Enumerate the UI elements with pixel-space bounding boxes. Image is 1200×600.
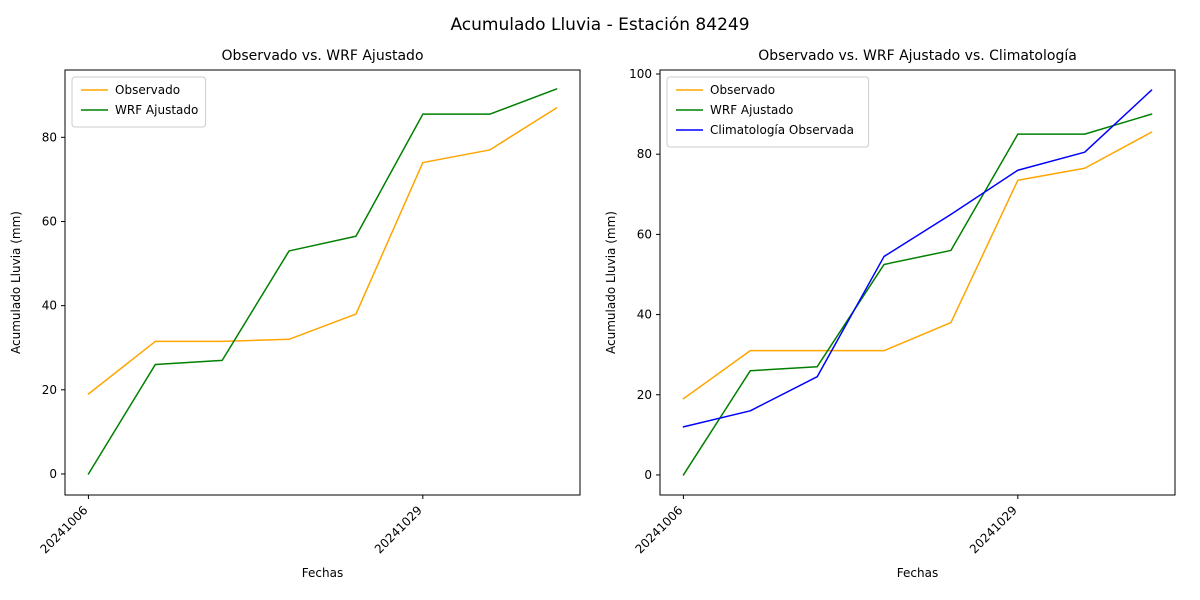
subplot-observado-wrf: 0 20 40 60 80 20241006 20241029 Observado vs. W… <box>9 48 581 580</box>
y-tick-label: 20 <box>637 388 652 402</box>
series-line-observado <box>87 107 558 395</box>
axes-box <box>64 69 581 496</box>
series-line-wrf-ajustado <box>87 88 558 475</box>
legend-label-wrf-ajustado: WRF Ajustado <box>710 103 793 117</box>
y-tick-label: 0 <box>49 467 57 481</box>
y-axis-label: Acumulado Lluvia (mm) <box>604 211 618 354</box>
legend-label-wrf-ajustado: WRF Ajustado <box>115 103 198 117</box>
series-line-climatologia-observada <box>682 89 1153 428</box>
y-tick-label: 40 <box>42 299 57 313</box>
legend-box <box>666 76 870 148</box>
y-axis-label: Acumulado Lluvia (mm) <box>9 211 23 354</box>
series-line-wrf-ajustado <box>682 113 1153 476</box>
y-tick-label: 100 <box>629 67 652 81</box>
x-axis-label: Fechas <box>897 566 938 580</box>
y-tick-label: 0 <box>644 468 652 482</box>
x-tick-label: 20241006 <box>37 503 90 556</box>
legend-label-observado: Observado <box>115 83 180 97</box>
y-tick-label: 20 <box>42 383 57 397</box>
legend-label-observado: Observado <box>710 83 775 97</box>
y-tick-label: 80 <box>42 130 57 144</box>
x-tick-label: 20241029 <box>372 503 425 556</box>
legend-label-climatologia-observada: Climatología Observada <box>710 123 854 137</box>
x-axis-label: Fechas <box>302 566 343 580</box>
y-tick-label: 40 <box>637 308 652 322</box>
x-tick-label: 20241006 <box>632 503 685 556</box>
series-line-observado <box>682 131 1153 400</box>
y-tick-label: 80 <box>637 147 652 161</box>
subplot-title: Observado vs. WRF Ajustado <box>221 48 423 64</box>
subplot-title: Observado vs. WRF Ajustado vs. Climatolo… <box>758 48 1077 64</box>
y-tick-label: 60 <box>42 214 57 228</box>
figure-title: Acumulado Lluvia - Estación 84249 <box>450 15 749 35</box>
x-tick-label: 20241029 <box>967 503 1020 556</box>
axes-box <box>659 69 1176 496</box>
subplot-observado-wrf-climatologia: 0 20 40 60 80 100 20241006 20241029 Observado vs… <box>604 48 1176 580</box>
y-tick-label: 60 <box>637 227 652 241</box>
